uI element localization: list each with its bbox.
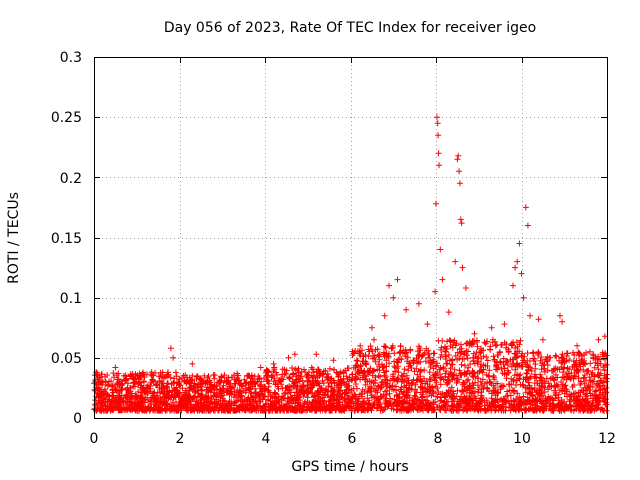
data-point	[386, 282, 392, 289]
data-point	[559, 318, 566, 325]
data-point	[501, 321, 508, 328]
x-tick-label-5: 10	[513, 431, 531, 447]
y-axis-label: ROTI / TECUs	[6, 192, 22, 284]
data-point	[539, 336, 546, 343]
x-tick-label-3: 6	[348, 431, 357, 447]
data-point	[433, 200, 439, 207]
data-point	[432, 288, 439, 295]
data-point	[112, 364, 119, 371]
data-point	[488, 324, 495, 331]
data-point	[524, 222, 531, 229]
data-point	[458, 220, 465, 227]
data-point	[557, 312, 563, 319]
x-axis-label: GPS time / hours	[291, 459, 408, 475]
data-point	[434, 120, 441, 127]
y-tick-label-1: 0.05	[51, 351, 82, 367]
data-point	[381, 312, 388, 319]
data-point	[371, 336, 377, 343]
data-point	[148, 369, 155, 376]
data-point	[455, 152, 462, 159]
noise-points	[91, 336, 610, 414]
data-point	[452, 258, 459, 265]
data-point	[415, 300, 422, 307]
data-point	[97, 390, 104, 397]
data-point	[257, 364, 264, 371]
data-point	[368, 324, 375, 331]
y-tick-label-5: 0.25	[51, 110, 82, 126]
y-tick-label-6: 0.3	[60, 50, 82, 66]
data-point	[457, 216, 464, 223]
data-point	[456, 168, 463, 175]
data-point	[135, 375, 142, 382]
data-point	[520, 294, 527, 301]
data-point	[120, 372, 127, 379]
data-point	[394, 276, 401, 283]
data-point	[527, 312, 533, 319]
x-tick-label-4: 8	[434, 431, 443, 447]
data-point	[433, 114, 440, 121]
data-point	[512, 264, 519, 271]
data-point	[510, 282, 516, 289]
data-point	[456, 180, 463, 187]
data-point	[459, 264, 466, 271]
data-point	[234, 370, 241, 377]
data-point	[595, 336, 602, 343]
data-point	[586, 348, 593, 355]
y-tick-label-3: 0.15	[51, 231, 82, 247]
data-point	[445, 309, 452, 316]
data-point	[574, 342, 581, 349]
data-point	[535, 316, 542, 323]
data-point	[454, 156, 461, 163]
data-point	[601, 333, 608, 340]
data-point	[330, 357, 337, 364]
data-point	[270, 360, 277, 367]
axis-ticks	[94, 57, 608, 419]
data-point	[167, 345, 174, 352]
data-point	[516, 240, 523, 247]
data-point	[390, 294, 397, 301]
data-points	[91, 114, 610, 414]
data-point	[313, 351, 320, 358]
y-tick-label-0: 0	[73, 411, 82, 427]
x-tick-label-0: 0	[90, 431, 99, 447]
data-point	[285, 354, 292, 361]
data-point	[435, 132, 442, 139]
data-point	[437, 246, 444, 253]
data-point	[95, 378, 102, 385]
data-point	[291, 351, 298, 358]
data-point	[403, 306, 410, 313]
data-point	[518, 270, 525, 277]
data-point	[522, 204, 529, 211]
data-point	[435, 150, 442, 157]
data-point	[471, 330, 478, 337]
x-tick-label-1: 2	[176, 431, 185, 447]
x-tick-label-2: 4	[262, 431, 271, 447]
x-tick-label-6: 12	[598, 431, 616, 447]
data-point	[189, 360, 196, 367]
data-point	[170, 354, 177, 361]
data-point	[436, 162, 442, 169]
data-point	[462, 285, 469, 291]
y-tick-label-2: 0.1	[60, 291, 82, 307]
data-point	[439, 276, 446, 283]
data-point	[514, 258, 521, 265]
data-point	[424, 321, 431, 328]
y-tick-label-4: 0.2	[60, 171, 82, 187]
chart-title: Day 056 of 2023, Rate Of TEC Index for r…	[164, 20, 536, 36]
